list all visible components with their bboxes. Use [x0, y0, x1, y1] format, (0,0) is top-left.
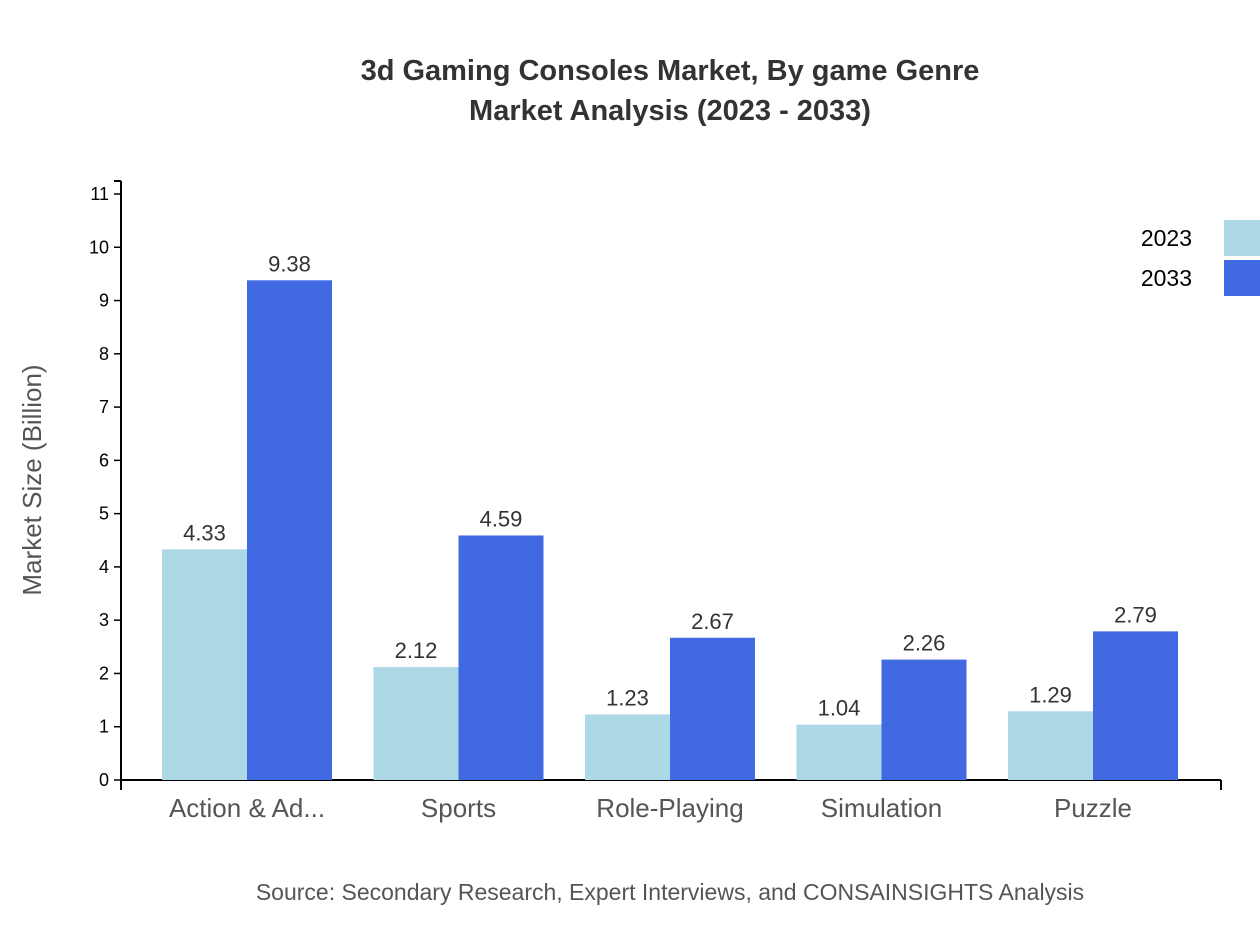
y-axis: 0 1 2 3 4 5 6 7 8 9 10 11 — [89, 180, 122, 790]
data-label: 2.12 — [395, 638, 438, 663]
x-axis: Action & Ad... Sports Role-Playing Simulati… — [120, 779, 1222, 823]
data-label: 4.59 — [480, 506, 523, 531]
data-label: 9.38 — [268, 251, 311, 276]
source-note: Source: Secondary Research, Expert Inter… — [256, 879, 1084, 905]
x-tick-label: Puzzle — [1054, 793, 1132, 823]
data-label: 1.29 — [1029, 682, 1072, 707]
bar-2033 — [458, 535, 544, 780]
x-tick-label: Sports — [421, 793, 496, 823]
legend-label: 2033 — [1141, 265, 1192, 291]
bar-2023 — [796, 724, 882, 780]
legend-swatch — [1224, 220, 1260, 256]
y-tick-label: 4 — [99, 557, 109, 577]
bar-2033 — [247, 280, 332, 780]
y-tick-label: 8 — [99, 344, 109, 364]
data-label: 4.33 — [183, 520, 226, 545]
x-tick-label: Role-Playing — [596, 793, 743, 823]
chart-title-line1: 3d Gaming Consoles Market, By game Genre — [361, 55, 980, 87]
y-tick-label: 1 — [99, 717, 109, 737]
legend: 2023 2033 — [1141, 220, 1260, 296]
x-tick-label: Simulation — [821, 793, 942, 823]
data-label: 1.23 — [606, 685, 649, 710]
x-tick-label: Action & Ad... — [169, 793, 325, 823]
y-tick-label: 10 — [89, 237, 109, 257]
y-tick-label: 3 — [99, 610, 109, 630]
legend-swatch — [1224, 260, 1260, 296]
bar-2023 — [373, 667, 459, 780]
legend-label: 2023 — [1141, 225, 1192, 251]
y-tick-label: 11 — [90, 184, 109, 204]
y-tick-label: 6 — [99, 450, 109, 470]
bar-2033 — [881, 659, 967, 780]
data-label: 2.79 — [1114, 602, 1157, 627]
bar-2023 — [1008, 711, 1093, 780]
data-label: 2.26 — [903, 631, 946, 656]
data-label: 1.04 — [818, 696, 861, 721]
chart-title-line2: Market Analysis (2023 - 2033) — [469, 95, 871, 127]
y-tick-label: 0 — [99, 770, 109, 790]
bars: 4.33 9.38 2.12 4.59 1.23 2.67 1.04 2.26 1.29 2.79 — [162, 251, 1178, 780]
y-tick-label: 9 — [99, 291, 109, 311]
data-label: 2.67 — [691, 609, 734, 634]
y-tick-label: 5 — [99, 504, 109, 524]
bar-2023 — [162, 549, 247, 780]
y-tick-label: 7 — [99, 397, 109, 417]
y-axis-label: Market Size (Billion) — [17, 364, 47, 595]
bar-2033 — [670, 637, 755, 780]
y-tick-label: 2 — [99, 663, 109, 683]
bar-2023 — [585, 714, 670, 780]
bar-2033 — [1093, 631, 1178, 780]
